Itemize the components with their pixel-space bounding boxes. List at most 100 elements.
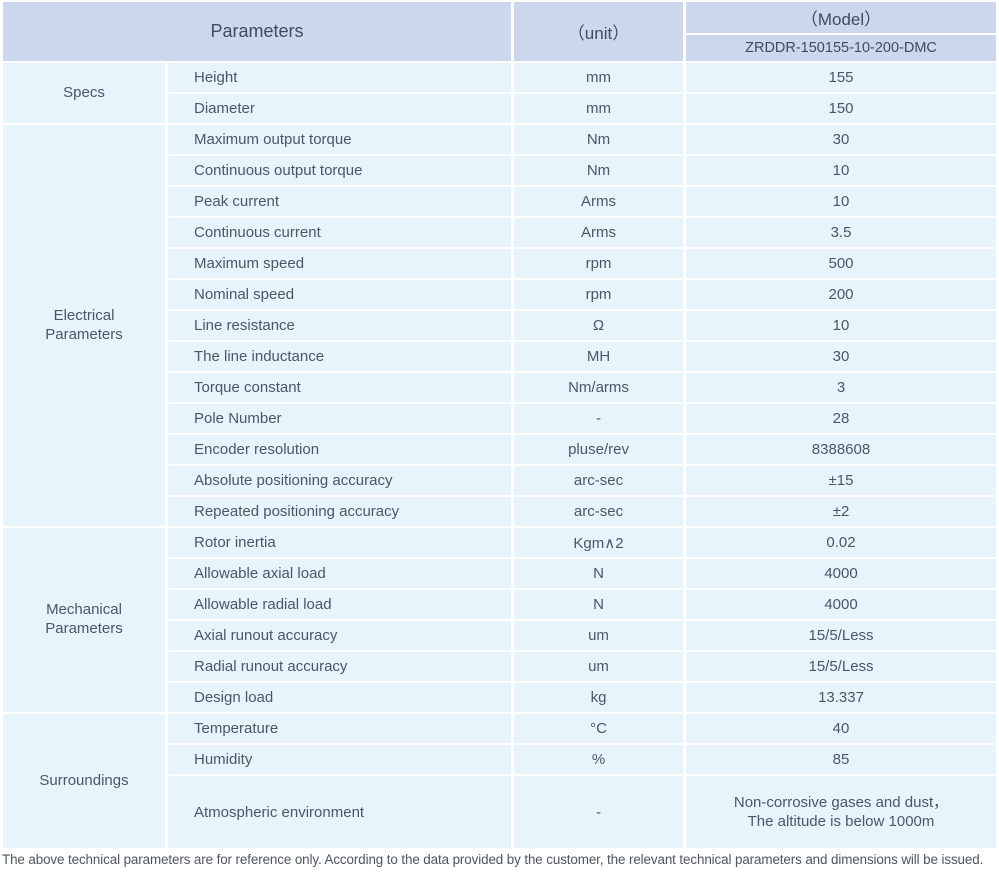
value-cell: 28 (686, 404, 996, 433)
table-row: The line inductance MH 30 (3, 342, 996, 371)
value-cell: 200 (686, 280, 996, 309)
value-cell: 10 (686, 187, 996, 216)
unit-cell: arc-sec (514, 466, 684, 495)
param-cell: Diameter (168, 94, 512, 123)
table-row: Nominal speed rpm 200 (3, 280, 996, 309)
param-cell: Absolute positioning accuracy (168, 466, 512, 495)
parameters-header-cell: Parameters (3, 2, 512, 61)
table-row: Surroundings Temperature °C 40 (3, 714, 996, 848)
table-row: Humidity% 85 (3, 745, 996, 774)
table-row: Diameter mm 150 (3, 94, 996, 123)
param-cell: Torque constant (168, 373, 512, 402)
param-cell: Line resistance (168, 311, 512, 340)
value-cell: 13.337 (686, 683, 996, 712)
table-row: Peak current Arms 10 (3, 187, 996, 216)
value-cell: 15/5/Less (686, 652, 996, 681)
unit-cell: % (514, 745, 684, 774)
param-cell: Allowable radial load (168, 590, 512, 619)
value-cell: 4000 (686, 559, 996, 588)
value-cell: 85 (686, 745, 996, 774)
unit-cell: arc-sec (514, 497, 684, 526)
spec-table: Parameters （unit） （Model） ZRDDR-150155-1… (3, 2, 996, 848)
value-cell: ±15 (686, 466, 996, 495)
table-row: Allowable radial load N 4000 (3, 590, 996, 619)
param-cell: Encoder resolution (168, 435, 512, 464)
param-cell: Nominal speed (168, 280, 512, 309)
param-cell: Temperature (168, 714, 512, 743)
param-cell: Pole Number (168, 404, 512, 433)
unit-cell: rpm (514, 249, 684, 278)
value-cell: 30 (686, 125, 996, 154)
param-cell: Radial runout accuracy (168, 652, 512, 681)
value-cell: 10 (686, 311, 996, 340)
model-header-cell: （Model） (686, 2, 996, 33)
table-row: Line resistance Ω 10 (3, 311, 996, 340)
footer-note: The above technical parameters are for r… (2, 852, 984, 867)
param-cell: The line inductance (168, 342, 512, 371)
table-row: Pole Number -28 (3, 404, 996, 433)
unit-cell: mm (514, 94, 684, 123)
unit-cell: N (514, 590, 684, 619)
table-row: Absolute positioning accuracy arc-sec ±15 (3, 466, 996, 495)
unit-cell: N (514, 559, 684, 588)
unit-cell: - (514, 776, 684, 848)
param-cell: Rotor inertia (168, 528, 512, 557)
param-cell: Design load (168, 683, 512, 712)
model-number-cell: ZRDDR-150155-10-200-DMC (686, 35, 996, 61)
value-cell: 0.02 (686, 528, 996, 557)
table-row: Torque constant Nm/arms 3 (3, 373, 996, 402)
unit-cell: Nm (514, 156, 684, 185)
param-cell: Humidity (168, 745, 512, 774)
unit-cell: Kgm∧2 (514, 528, 684, 557)
table-row: Repeated positioning accuracy arc-sec ±2 (3, 497, 996, 526)
param-cell: Height (168, 63, 512, 92)
unit-cell: um (514, 652, 684, 681)
value-cell: 155 (686, 63, 996, 92)
unit-cell: - (514, 404, 684, 433)
value-cell: 4000 (686, 590, 996, 619)
group-cell-electrical-parameters: Electrical Parameters (3, 125, 165, 526)
value-cell: 3 (686, 373, 996, 402)
param-cell: Allowable axial load (168, 559, 512, 588)
group-cell-specs: Specs (3, 63, 165, 123)
spec-table-body: Specs Height mm 155 Diameter mm 150 Electrical … (3, 63, 996, 848)
unit-cell: Nm/arms (514, 373, 684, 402)
unit-cell: um (514, 621, 684, 650)
table-row: Axial runout accuracy um 15/5/Less (3, 621, 996, 650)
value-cell: ±2 (686, 497, 996, 526)
unit-cell: °C (514, 714, 684, 743)
value-cell: 150 (686, 94, 996, 123)
table-row: Atmospheric environment - Non-corrosive ga… (3, 776, 996, 848)
value-cell: 500 (686, 249, 996, 278)
value-cell: 10 (686, 156, 996, 185)
group-cell-surroundings: Surroundings (3, 714, 165, 848)
table-row: Encoder resolution pluse/rev 8388608 (3, 435, 996, 464)
param-cell: Repeated positioning accuracy (168, 497, 512, 526)
unit-cell: Nm (514, 125, 684, 154)
value-cell: Non-corrosive gases and dust， The altitu… (686, 776, 996, 848)
value-cell: 40 (686, 714, 996, 743)
value-cell: 3.5 (686, 218, 996, 247)
param-cell: Continuous output torque (168, 156, 512, 185)
value-cell: 15/5/Less (686, 621, 996, 650)
unit-cell: Arms (514, 187, 684, 216)
table-row: Electrical Parameters Maximum output torq… (3, 125, 996, 526)
unit-cell: kg (514, 683, 684, 712)
param-cell: Continuous current (168, 218, 512, 247)
table-row: Continuous current Arms 3.5 (3, 218, 996, 247)
param-cell: Peak current (168, 187, 512, 216)
param-cell: Maximum output torque (168, 125, 512, 154)
table-row: Mechanical Parameters Rotor inertia Kgm∧2 0… (3, 528, 996, 712)
unit-cell: pluse/rev (514, 435, 684, 464)
table-row: Continuous output torque Nm 10 (3, 156, 996, 185)
table-row: Design load kg 13.337 (3, 683, 996, 712)
unit-cell: MH (514, 342, 684, 371)
table-header: Parameters （unit） （Model） ZRDDR-150155-1… (3, 2, 996, 61)
unit-cell: Ω (514, 311, 684, 340)
value-cell: 8388608 (686, 435, 996, 464)
param-cell: Maximum speed (168, 249, 512, 278)
unit-header-cell: （unit） (514, 2, 684, 61)
table-row: Allowable axial load N 4000 (3, 559, 996, 588)
param-cell: Axial runout accuracy (168, 621, 512, 650)
group-cell-mechanical-parameters: Mechanical Parameters (3, 528, 165, 712)
